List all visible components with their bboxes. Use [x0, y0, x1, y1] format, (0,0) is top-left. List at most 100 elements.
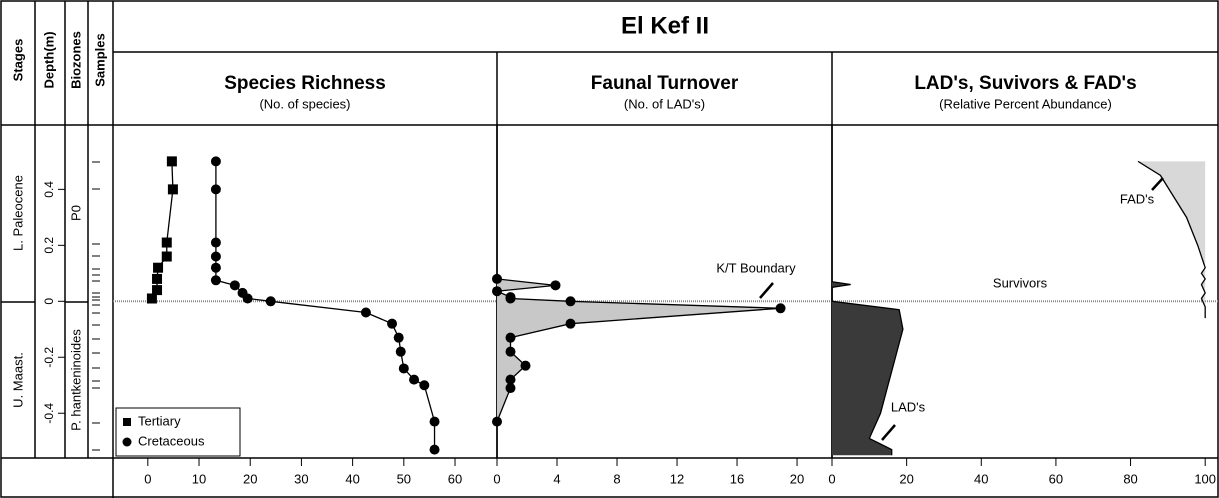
y-tick-label: -0.4	[42, 403, 56, 424]
circle-marker	[492, 286, 502, 297]
title: El Kef II	[621, 12, 709, 39]
x-tick-label: 12	[670, 471, 684, 486]
area-fill	[1138, 161, 1206, 319]
annotation: FAD's	[1120, 191, 1155, 206]
circle-marker	[429, 444, 440, 455]
column-header: Stages	[10, 39, 25, 82]
circle-marker	[550, 280, 561, 291]
legend-marker	[122, 437, 132, 447]
legend-label: Cretaceous	[138, 433, 205, 448]
area-fill	[832, 281, 903, 456]
legend-marker	[123, 418, 131, 426]
biozone-label: P0	[68, 205, 83, 221]
square-marker	[167, 184, 178, 195]
x-tick-label: 20	[899, 471, 913, 486]
annotation: Survivors	[993, 275, 1048, 290]
x-tick-label: 8	[613, 471, 620, 486]
x-tick-label: 4	[553, 471, 560, 486]
x-tick-label: 100	[1194, 471, 1216, 486]
x-tick-label: 40	[345, 471, 359, 486]
circle-marker	[565, 296, 576, 307]
circle-marker	[210, 251, 221, 262]
y-tick-label: -0.2	[42, 347, 56, 368]
x-tick-label: 30	[294, 471, 308, 486]
column-header: Samples	[92, 33, 107, 86]
circle-marker	[393, 332, 404, 343]
circle-marker	[409, 374, 420, 385]
circle-marker	[398, 363, 409, 374]
circle-marker	[395, 346, 406, 357]
circle-marker	[210, 184, 221, 195]
panel-subtitle: (Relative Percent Abundance)	[939, 96, 1112, 111]
circle-marker	[387, 318, 398, 329]
square-marker	[161, 251, 172, 262]
circle-marker	[492, 273, 502, 284]
column-header: Biozones	[68, 31, 83, 89]
x-tick-label: 0	[828, 471, 835, 486]
x-tick-label: 0	[144, 471, 151, 486]
stage-label: L. Paleocene	[10, 175, 25, 251]
square-marker	[146, 293, 157, 304]
panel-title: LAD's, Suvivors & FAD's	[914, 73, 1136, 94]
series-line	[831, 281, 904, 456]
circle-marker	[242, 293, 253, 304]
square-marker	[153, 262, 164, 273]
legend-label: Tertiary	[138, 413, 181, 428]
stage-label: U. Maast.	[10, 352, 25, 408]
circle-marker	[565, 318, 576, 329]
panel-subtitle: (No. of LAD's)	[624, 96, 705, 111]
circle-marker	[775, 303, 786, 314]
annotation-arrow	[759, 282, 774, 299]
annotation: LAD's	[891, 399, 926, 414]
series-line	[215, 161, 436, 450]
annotation-arrow	[1151, 177, 1164, 191]
annotation-arrow	[881, 424, 896, 441]
circle-marker	[505, 346, 516, 357]
circle-marker	[419, 380, 430, 391]
circle-marker	[210, 275, 221, 286]
x-tick-label: 20	[790, 471, 804, 486]
x-tick-label: 40	[974, 471, 988, 486]
circle-marker	[360, 307, 371, 318]
y-tick-label: 0	[42, 298, 56, 305]
circle-marker	[505, 293, 516, 304]
x-tick-label: 60	[448, 471, 462, 486]
circle-marker	[265, 296, 276, 307]
x-tick-label: 20	[243, 471, 257, 486]
square-marker	[161, 237, 172, 248]
area-fill	[497, 278, 781, 422]
circle-marker	[505, 332, 516, 343]
circle-marker	[520, 360, 531, 371]
circle-marker	[210, 262, 221, 273]
square-marker	[152, 273, 163, 284]
column-header: Depth(m)	[41, 31, 56, 88]
x-tick-label: 50	[397, 471, 411, 486]
circle-marker	[210, 237, 221, 248]
annotation: K/T Boundary	[716, 260, 796, 275]
circle-marker	[492, 416, 502, 427]
y-tick-label: 0.4	[42, 181, 56, 198]
x-tick-label: 16	[730, 471, 744, 486]
legend-box	[115, 407, 241, 457]
x-tick-label: 10	[192, 471, 206, 486]
x-tick-label: 80	[1123, 471, 1137, 486]
circle-marker	[429, 416, 440, 427]
panel-title: Species Richness	[224, 73, 386, 94]
series-line	[494, 278, 781, 422]
biozone-label: P. hantkeninoides	[68, 329, 83, 431]
panel-title: Faunal Turnover	[591, 73, 739, 94]
square-marker	[152, 285, 163, 296]
circle-marker	[505, 383, 516, 394]
y-tick-label: 0.2	[42, 237, 56, 254]
sample-ticks	[92, 161, 100, 451]
x-tick-label: 60	[1049, 471, 1063, 486]
series-line	[1137, 160, 1206, 319]
circle-marker	[229, 280, 240, 291]
circle-marker	[505, 374, 516, 385]
circle-marker	[210, 156, 221, 167]
square-marker	[166, 156, 177, 167]
x-tick-label: 0	[493, 471, 500, 486]
panel-subtitle: (No. of species)	[259, 96, 350, 111]
